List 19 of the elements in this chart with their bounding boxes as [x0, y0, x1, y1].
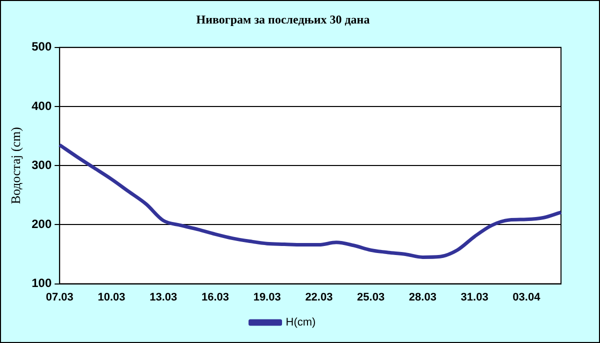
x-tick-label: 16.03 — [201, 291, 229, 304]
chart-title: Нивограм за последњих 30 дана — [196, 12, 370, 26]
legend-label: H(cm) — [286, 316, 316, 329]
x-tick-label: 22.03 — [305, 291, 333, 304]
x-tick-label: 28.03 — [408, 291, 436, 304]
x-tick-label: 31.03 — [460, 291, 488, 304]
y-tick-label: 500 — [32, 40, 52, 54]
y-tick-label: 300 — [32, 158, 52, 172]
y-tick-label: 100 — [32, 276, 52, 290]
x-tick-label: 19.03 — [253, 291, 281, 304]
y-tick-label: 400 — [32, 98, 52, 113]
y-axis-title: Водостај (cm) — [8, 127, 24, 204]
y-tick-label: 200 — [32, 217, 52, 232]
x-tick-label: 10.03 — [98, 291, 126, 304]
x-tick-label: 13.03 — [150, 291, 178, 304]
line-series — [58, 143, 563, 259]
x-tick-label: 03.04 — [512, 291, 542, 304]
x-tick-label: 07.03 — [46, 291, 74, 304]
x-tick-label: 25.03 — [357, 291, 385, 304]
